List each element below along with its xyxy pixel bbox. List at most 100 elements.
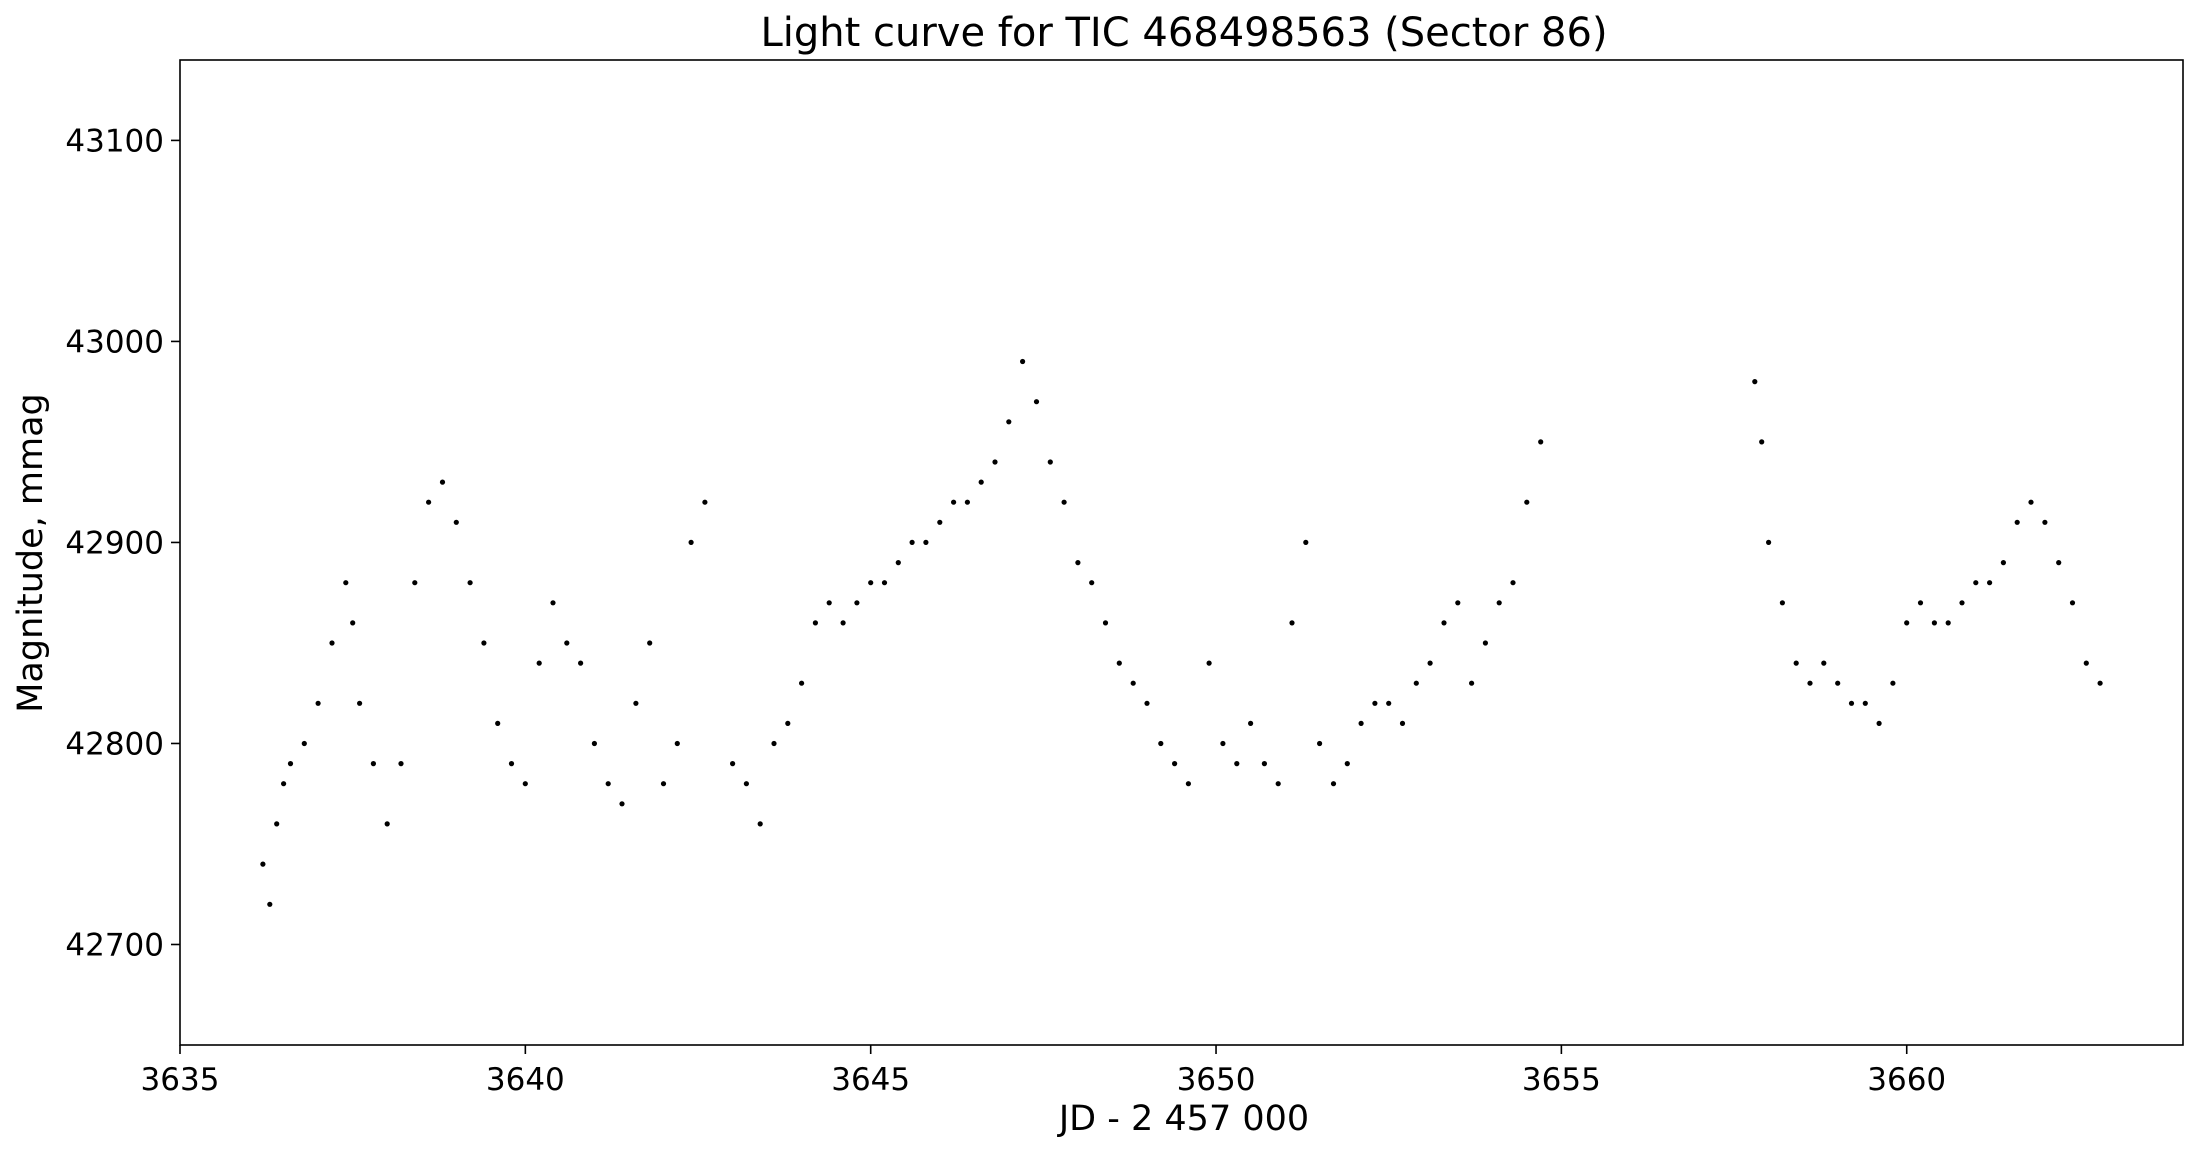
data-point — [1130, 680, 1136, 686]
chart-title: Light curve for TIC 468498563 (Sector 86… — [760, 10, 1607, 56]
x-tick-label: 3660 — [1867, 1062, 1946, 1098]
y-tick-label: 42900 — [65, 525, 164, 561]
data-point — [2042, 519, 2048, 525]
x-tick-label: 3655 — [1522, 1062, 1601, 1098]
data-point — [1289, 620, 1295, 626]
data-point — [1931, 620, 1937, 626]
data-point — [743, 781, 750, 787]
data-point — [1987, 580, 1993, 586]
data-point — [439, 479, 446, 485]
data-point — [1220, 740, 1226, 747]
data-point — [1061, 499, 1067, 505]
data-point — [1330, 781, 1337, 787]
data-point — [370, 761, 376, 767]
data-point — [536, 660, 542, 666]
data-point — [1006, 419, 1012, 425]
data-point — [329, 640, 335, 646]
x-axis-ticks: 3635 3640 3645 3650 3655 3660 — [141, 1045, 1946, 1098]
data-point — [1020, 358, 1026, 365]
data-point — [937, 519, 943, 525]
x-tick-label: 3640 — [486, 1062, 565, 1098]
data-point — [578, 660, 584, 666]
data-point — [495, 720, 501, 727]
data-point — [1372, 700, 1378, 706]
data-point — [1779, 600, 1785, 606]
data-point — [274, 821, 280, 827]
y-tick-label: 43100 — [65, 123, 164, 159]
data-point — [2083, 660, 2089, 666]
data-point — [1752, 379, 1758, 385]
data-point — [398, 761, 404, 767]
data-point — [591, 740, 598, 747]
data-point — [909, 539, 915, 546]
data-point — [647, 640, 653, 646]
data-point — [1482, 640, 1488, 646]
data-point — [481, 640, 487, 646]
data-point — [923, 539, 929, 546]
data-point — [522, 781, 528, 787]
data-point — [2056, 560, 2062, 566]
data-point — [1317, 740, 1323, 747]
data-point — [1793, 660, 1799, 666]
data-point — [757, 821, 763, 827]
data-point — [2028, 499, 2034, 505]
data-point — [426, 499, 432, 505]
data-point — [315, 700, 321, 706]
x-tick-label: 3645 — [831, 1062, 910, 1098]
data-point — [550, 600, 556, 606]
data-point — [688, 539, 694, 546]
data-point — [467, 580, 473, 586]
x-tick-label: 3635 — [141, 1062, 220, 1098]
data-point — [951, 499, 957, 505]
data-point — [1510, 580, 1516, 586]
y-tick-label: 42800 — [65, 726, 164, 762]
data-point — [771, 740, 777, 747]
data-point — [412, 580, 418, 586]
data-point — [619, 801, 625, 807]
data-point — [281, 781, 287, 787]
data-point — [301, 740, 307, 747]
data-point — [1835, 680, 1841, 686]
data-point — [826, 600, 832, 606]
data-point — [2097, 680, 2103, 686]
data-point — [840, 620, 846, 626]
data-point — [508, 761, 515, 767]
data-point — [1441, 620, 1447, 626]
data-point — [799, 680, 805, 686]
data-point — [1102, 620, 1109, 626]
data-point — [1413, 680, 1419, 686]
data-point — [1876, 720, 1882, 727]
data-point — [964, 499, 971, 505]
y-axis-label: Magnitude, mmag — [11, 393, 51, 713]
data-point — [1386, 700, 1392, 706]
data-point — [881, 580, 888, 586]
data-point — [1089, 580, 1095, 586]
data-point — [1275, 781, 1281, 787]
data-point — [1890, 680, 1896, 686]
data-point — [660, 781, 667, 787]
data-point — [1945, 620, 1951, 626]
data-point — [2014, 519, 2020, 525]
data-point — [674, 740, 680, 747]
data-point — [1399, 720, 1406, 727]
y-tick-label: 43000 — [65, 324, 164, 360]
data-point — [1807, 680, 1813, 686]
data-point — [1144, 700, 1150, 706]
data-point — [605, 781, 611, 787]
data-point — [1248, 720, 1254, 727]
data-point — [357, 700, 363, 706]
data-point — [1234, 761, 1240, 767]
data-point — [812, 620, 819, 626]
data-point — [785, 720, 791, 727]
data-point — [1116, 660, 1122, 666]
data-point — [260, 861, 266, 867]
data-point — [1821, 660, 1827, 666]
data-point — [633, 700, 639, 706]
data-point — [1033, 399, 1040, 405]
data-point — [1766, 539, 1772, 546]
data-point — [1538, 439, 1544, 445]
data-point — [1904, 620, 1910, 626]
data-point — [1206, 660, 1212, 666]
data-point — [992, 459, 998, 465]
